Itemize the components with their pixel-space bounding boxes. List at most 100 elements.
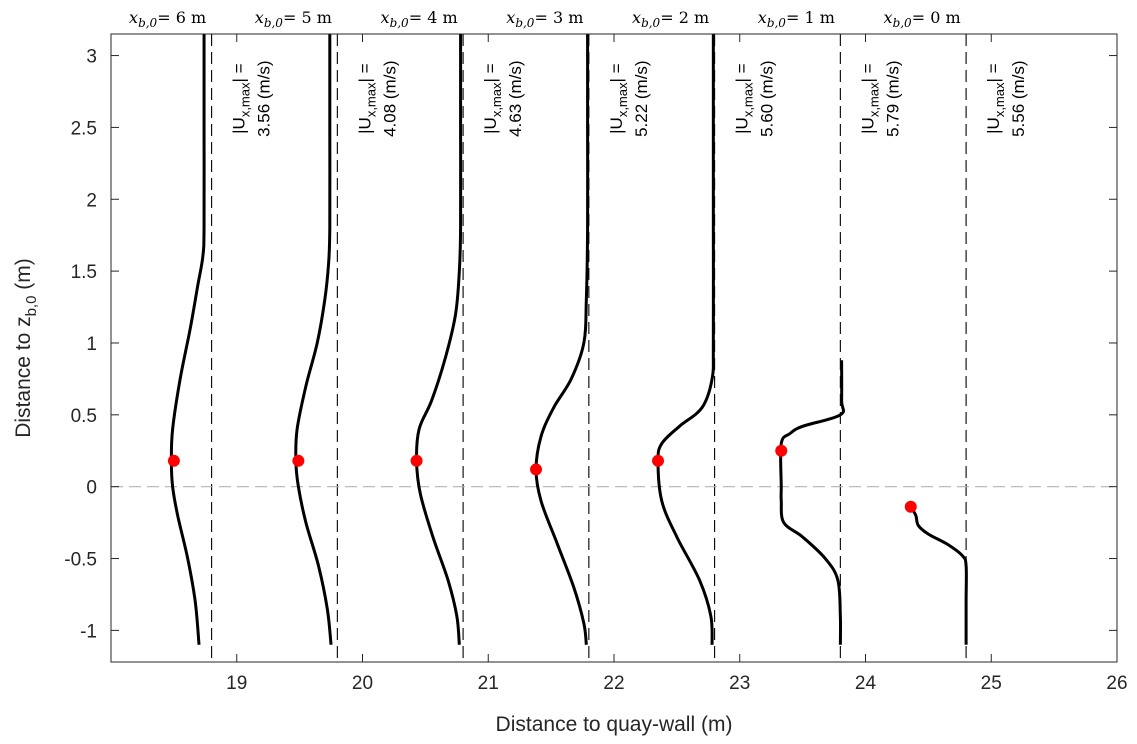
velocity-label-equals: | = xyxy=(481,63,500,82)
column-label-symbol: x xyxy=(632,8,641,27)
max-velocity-points xyxy=(167,444,917,513)
max-velocity-point xyxy=(167,454,180,467)
column-label-value: = 5 m xyxy=(283,8,332,27)
y-axis-title-unit: (m) xyxy=(12,258,35,295)
velocity-label-name: |Ux,max| = xyxy=(481,63,504,134)
column-label-subscript: b,0 xyxy=(767,16,786,30)
y-tick-label: 0 xyxy=(86,478,97,499)
y-tick-label: 0.5 xyxy=(71,406,97,427)
velocity-label-equals: | = xyxy=(733,63,752,82)
velocity-label-value: 4.08 (m/s) xyxy=(380,60,399,137)
velocity-label-symbol: |U xyxy=(984,117,1003,134)
y-tick-label: 1.5 xyxy=(71,262,97,283)
velocity-label-subscript: x,max xyxy=(615,82,630,117)
x-tick-label: 25 xyxy=(981,673,1002,694)
velocity-label-subscript: x,max xyxy=(992,82,1007,117)
column-label-value: = 0 m xyxy=(912,8,961,27)
y-tick-label: -1 xyxy=(80,621,97,642)
velocity-label-equals: | = xyxy=(607,63,626,82)
velocity-profile-line xyxy=(169,34,206,645)
velocity-profiles xyxy=(169,33,968,645)
y-tick-label: 3 xyxy=(86,47,97,68)
y-axis-ticks: -1 -0.5 0 0.5 1 1.5 2 2.5 3 xyxy=(64,47,1117,642)
column-label: xb,0= 0 m xyxy=(884,8,961,30)
column-label: xb,0= 5 m xyxy=(255,8,332,30)
column-label-value: = 3 m xyxy=(534,8,583,27)
velocity-label-symbol: |U xyxy=(733,117,752,134)
column-label-subscript: b,0 xyxy=(390,16,409,30)
velocity-profile-line xyxy=(415,34,463,645)
velocity-label-symbol: |U xyxy=(607,117,626,134)
x-tick-label: 23 xyxy=(729,673,750,694)
column-label-value: = 2 m xyxy=(660,8,709,27)
column-label: xb,0= 2 m xyxy=(632,8,709,30)
column-label-subscript: b,0 xyxy=(893,16,912,30)
plot-area xyxy=(111,34,1117,662)
column-label-symbol: x xyxy=(758,8,767,27)
velocity-label-name: |Ux,max| = xyxy=(858,63,881,134)
max-velocity-point xyxy=(530,463,543,476)
max-velocity-point xyxy=(904,500,917,513)
velocity-profile-line xyxy=(294,33,333,645)
velocity-label-equals: | = xyxy=(984,63,1003,82)
y-tick-label: 1 xyxy=(86,334,97,355)
column-label: xb,0= 1 m xyxy=(758,8,835,30)
velocity-labels: |Ux,max| = 3.56 (m/s) |Ux,max| = 4.08 (m/s)… xyxy=(230,60,1028,137)
velocity-label-value: 4.63 (m/s) xyxy=(506,60,525,137)
velocity-label-subscript: x,max xyxy=(238,82,253,117)
velocity-label-value: 5.56 (m/s) xyxy=(1009,60,1028,137)
velocity-label-value: 5.79 (m/s) xyxy=(883,60,902,137)
column-label-symbol: x xyxy=(381,8,390,27)
max-velocity-point xyxy=(410,454,423,467)
column-label-subscript: b,0 xyxy=(515,16,534,30)
velocity-label-symbol: |U xyxy=(481,117,500,134)
velocity-label-equals: | = xyxy=(355,63,374,82)
y-axis-title-subscript: b,0 xyxy=(23,296,40,317)
velocity-label-symbol: |U xyxy=(858,117,877,134)
y-axis-title: Distance to zb,0 (m) xyxy=(12,258,40,438)
y-axis-title-main: Distance to z xyxy=(12,316,35,437)
velocity-label-value: 5.22 (m/s) xyxy=(632,60,651,137)
column-label-symbol: x xyxy=(506,8,515,27)
max-velocity-point xyxy=(775,444,788,457)
velocity-profile-line xyxy=(656,33,715,645)
velocity-label-subscript: x,max xyxy=(866,82,881,117)
x-tick-label: 22 xyxy=(603,673,624,694)
velocity-label-symbol: |U xyxy=(355,117,374,134)
x-tick-label: 26 xyxy=(1106,673,1127,694)
max-velocity-point xyxy=(292,454,305,467)
x-tick-label: 24 xyxy=(855,673,877,694)
column-label: xb,0= 6 m xyxy=(129,8,206,30)
x-tick-label: 20 xyxy=(352,673,373,694)
column-label-symbol: x xyxy=(255,8,264,27)
column-label-symbol: x xyxy=(129,8,138,27)
column-label-value: = 1 m xyxy=(786,8,835,27)
x-axis-title: Distance to quay-wall (m) xyxy=(496,713,733,736)
velocity-label-name: |Ux,max| = xyxy=(230,63,253,134)
column-label-symbol: x xyxy=(884,8,893,27)
velocity-label-symbol: |U xyxy=(230,117,249,134)
column-label-subscript: b,0 xyxy=(138,16,157,30)
column-label-value: = 6 m xyxy=(157,8,206,27)
column-label-value: = 4 m xyxy=(409,8,458,27)
x-tick-label: 19 xyxy=(226,673,247,694)
velocity-label-equals: | = xyxy=(230,63,249,82)
velocity-label-name: |Ux,max| = xyxy=(607,63,630,134)
column-label-subscript: b,0 xyxy=(264,16,283,30)
x-axis-ticks: 19 20 21 22 23 24 25 26 xyxy=(226,34,1128,694)
velocity-label-value: 3.56 (m/s) xyxy=(255,60,274,137)
column-label-subscript: b,0 xyxy=(641,16,660,30)
velocity-label-subscript: x,max xyxy=(363,82,378,117)
velocity-label-subscript: x,max xyxy=(741,82,756,117)
velocity-profile-line xyxy=(779,360,846,645)
y-tick-label: -0.5 xyxy=(64,550,97,571)
y-tick-label: 2 xyxy=(86,190,97,211)
column-labels: xb,0= 6 m xb,0= 5 m xb,0= 4 m xb,0= 3 m xb,0… xyxy=(129,8,961,30)
max-velocity-point xyxy=(652,454,665,467)
velocity-label-subscript: x,max xyxy=(489,82,504,117)
velocity-profile-line xyxy=(534,33,590,645)
column-label: xb,0= 4 m xyxy=(381,8,458,30)
y-tick-label: 2.5 xyxy=(71,118,97,139)
velocity-label-value: 5.60 (m/s) xyxy=(758,60,777,137)
